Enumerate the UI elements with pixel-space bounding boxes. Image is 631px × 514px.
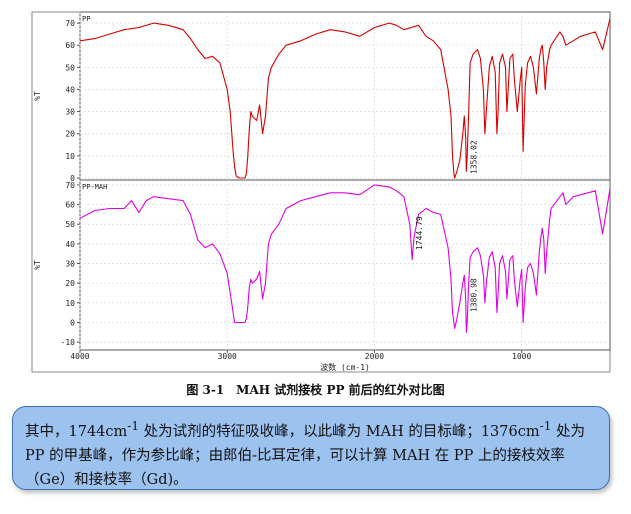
peak-label: 1744.79 xyxy=(415,216,424,250)
y-tick-label: 40 xyxy=(65,85,75,94)
spectrum-line-1 xyxy=(79,18,611,179)
y-tick-label: -10 xyxy=(61,338,76,347)
x-tick-label: 3000 xyxy=(218,352,237,361)
peak-label: 1358.02 xyxy=(469,140,478,174)
y-tick-label: 70 xyxy=(65,181,75,190)
y-tick-label: 70 xyxy=(65,19,75,28)
note-superscript-1: -1 xyxy=(127,419,140,433)
y-tick-label: 50 xyxy=(65,220,75,229)
y-tick-label: 60 xyxy=(65,201,75,210)
peak-label: 1380.98 xyxy=(469,278,478,312)
figure-number: 图 3-1 xyxy=(186,383,225,397)
ir-spectra-figure: 0 10 20 30 40 50 60 70 %T PP 1358.02 -10 0 10 20 30 40 50… xyxy=(31,11,611,373)
y-tick-label: 20 xyxy=(65,130,75,139)
note-superscript-2: -1 xyxy=(539,419,552,433)
spectrum-line-2 xyxy=(79,184,611,333)
y-tick-label: 20 xyxy=(65,279,75,288)
note-part-2: 处为试剂的特征吸收峰，以此峰为 MAH 的目标峰；1376cm xyxy=(139,423,540,440)
x-tick-label: 2000 xyxy=(365,352,384,361)
y-tick-label: 50 xyxy=(65,63,75,72)
y-tick-label: 40 xyxy=(65,240,75,249)
x-tick-label: 1000 xyxy=(512,352,531,361)
y-axis-label: %T xyxy=(33,91,42,101)
note-part-1: 其中，1744cm xyxy=(25,423,128,440)
x-axis-label: 波数 (cm-1) xyxy=(320,362,370,372)
y-tick-label: 10 xyxy=(65,299,75,308)
y-tick-label: 30 xyxy=(65,260,75,269)
explanation-text: 其中，1744cm-1 处为试剂的特征吸收峰，以此峰为 MAH 的目标峰；137… xyxy=(25,414,597,492)
y-tick-label: 60 xyxy=(65,41,75,50)
panel-title: PP xyxy=(82,15,90,23)
figure-title: MAH 试剂接枝 PP 前后的红外对比图 xyxy=(236,383,445,397)
panel-title: PP-MAH xyxy=(82,183,107,191)
explanation-callout: 其中，1744cm-1 处为试剂的特征吸收峰，以此峰为 MAH 的目标峰；137… xyxy=(12,406,610,490)
y-tick-label: 10 xyxy=(65,152,75,161)
y-tick-label: 0 xyxy=(70,318,75,327)
y-tick-label: 30 xyxy=(65,108,75,117)
y-tick-label: 0 xyxy=(70,174,75,183)
figure-caption: 图 3-1 MAH 试剂接枝 PP 前后的红外对比图 xyxy=(0,381,631,398)
x-tick-label: 4000 xyxy=(70,352,89,361)
note-part-3: 处为 PP 的甲基峰，作为参比峰；由郎伯-比耳定律，可以计算 MAH 在 PP … xyxy=(25,423,585,488)
y-axis-label: %T xyxy=(33,260,42,270)
